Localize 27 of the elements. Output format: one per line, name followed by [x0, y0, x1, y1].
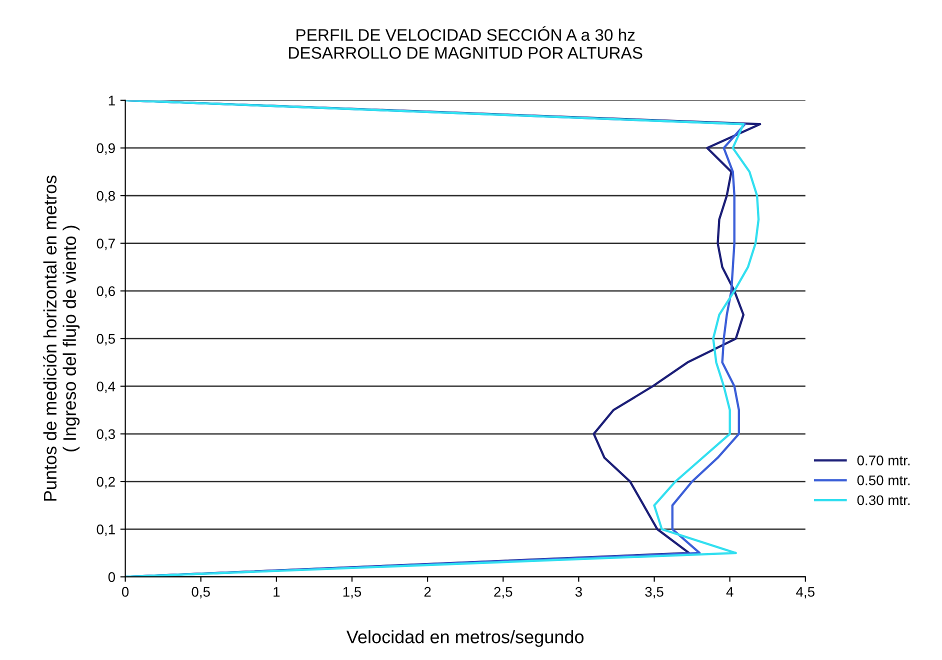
y-tick-label: 0,2: [96, 476, 115, 488]
y-axis-title: Puntos de medición horizontal en metros ( Ingreso del flujo de viento ): [43, 176, 80, 501]
x-tick-label: 2,5: [494, 586, 512, 598]
x-axis-title: Velocidad en metros/segundo: [346, 630, 584, 647]
chart-title: PERFIL DE VELOCIDAD SECCIÓN A a 30 hz DESARROLLO DE MAGNITUD POR ALTURAS: [289, 26, 642, 59]
x-tick-label: 4,5: [796, 587, 814, 598]
x-tick-label: 2: [424, 586, 431, 597]
x-tick-label: 0,5: [192, 586, 210, 598]
x-tick-label: 0: [122, 586, 129, 597]
y-tick-label: 1: [108, 96, 115, 106]
legend-label: 0.50 mtr.: [857, 475, 910, 486]
y-tick-label: 0,1: [96, 524, 115, 536]
y-tick-label: 0,5: [96, 334, 115, 346]
x-tick-label: 3: [575, 586, 582, 597]
x-tick-label: 1,5: [343, 587, 362, 598]
x-tick-label: 1: [274, 587, 280, 597]
legend-label: 0.70 mtr.: [857, 456, 910, 466]
x-tick-label: 3,5: [645, 586, 664, 598]
y-tick-label: 0,7: [96, 238, 115, 250]
y-tick-label: 0,8: [96, 190, 115, 202]
x-tick-label: 4: [726, 587, 734, 597]
legend-label: 0.30 mtr.: [857, 495, 910, 506]
y-tick-label: 0,6: [96, 286, 115, 298]
y-tick-label: 0: [108, 572, 116, 582]
y-tick-label: 0,4: [96, 382, 116, 394]
y-tick-label: 0,3: [96, 429, 115, 441]
y-tick-label: 0,9: [96, 143, 115, 155]
